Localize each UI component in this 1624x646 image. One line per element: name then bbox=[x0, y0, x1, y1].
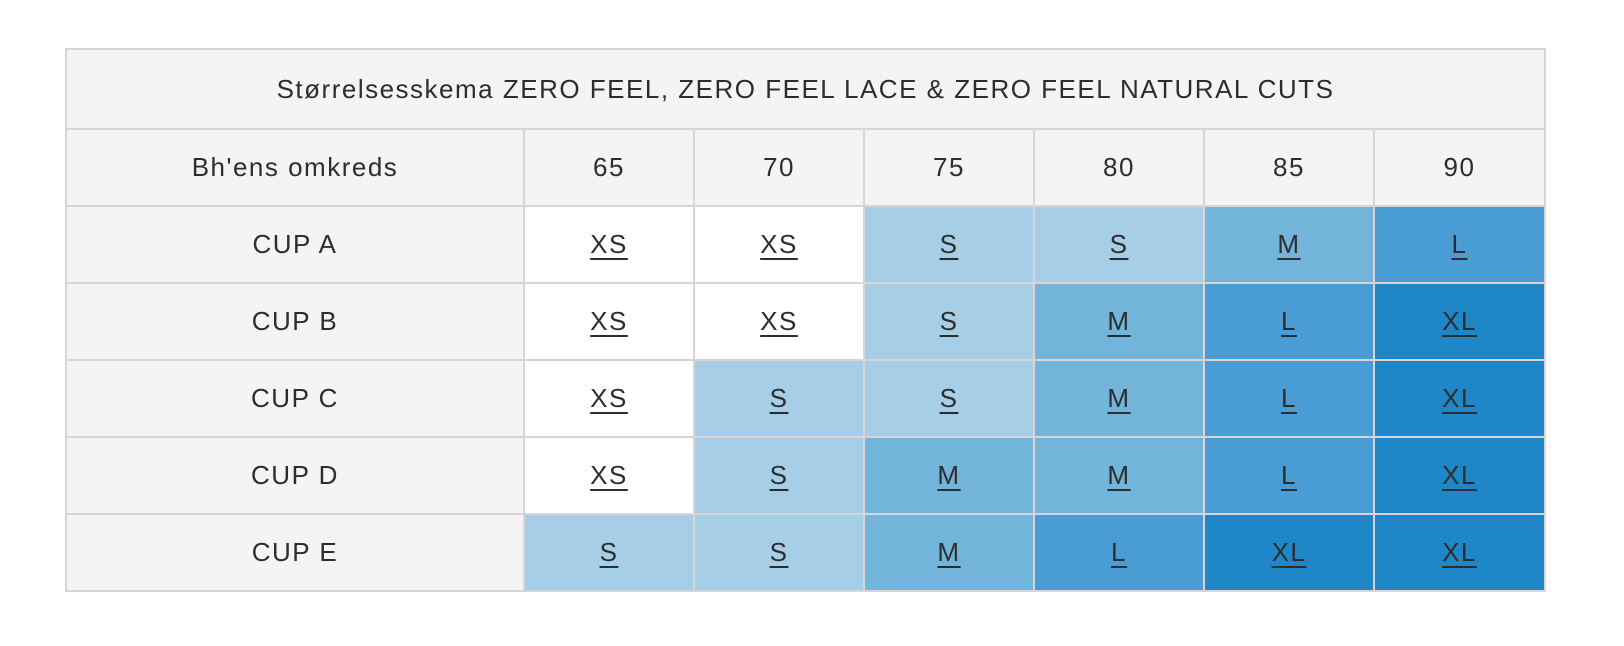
size-link[interactable]: L bbox=[1451, 229, 1468, 259]
size-link[interactable]: XS bbox=[590, 383, 628, 413]
size-link[interactable]: S bbox=[769, 460, 789, 490]
size-link[interactable]: L bbox=[1281, 383, 1297, 413]
size-cell: XL bbox=[1372, 513, 1547, 592]
size-link[interactable]: XL bbox=[1271, 537, 1307, 567]
size-cell: S bbox=[523, 513, 695, 592]
row-label: CUP B bbox=[65, 282, 525, 361]
column-header-85: 85 bbox=[1203, 128, 1375, 207]
size-cell: XS bbox=[693, 282, 865, 361]
size-link[interactable]: XL bbox=[1442, 306, 1477, 336]
size-link[interactable]: S bbox=[939, 306, 959, 336]
size-cell: S bbox=[863, 205, 1035, 284]
size-cell: XL bbox=[1203, 513, 1375, 592]
size-link[interactable]: L bbox=[1281, 460, 1297, 490]
table-row: CUP A XS XS S S M L bbox=[65, 205, 1547, 284]
size-link[interactable]: M bbox=[1107, 383, 1131, 413]
size-cell: S bbox=[693, 513, 865, 592]
size-table-body: CUP A XS XS S S M L CUP B XS XS S M L XL CUP C XS S S M L XL… bbox=[65, 205, 1547, 592]
size-link[interactable]: L bbox=[1111, 537, 1127, 567]
table-row: CUP C XS S S M L XL bbox=[65, 359, 1547, 438]
size-cell: XL bbox=[1372, 436, 1547, 515]
row-label: CUP E bbox=[65, 513, 525, 592]
header-label: Bh'ens omkreds bbox=[65, 128, 525, 207]
size-cell: M bbox=[1203, 205, 1375, 284]
size-cell: S bbox=[1033, 205, 1205, 284]
row-label: CUP A bbox=[65, 205, 525, 284]
size-cell: L bbox=[1033, 513, 1205, 592]
row-label: CUP C bbox=[65, 359, 525, 438]
size-cell: L bbox=[1203, 359, 1375, 438]
size-cell: M bbox=[863, 513, 1035, 592]
size-cell: L bbox=[1372, 205, 1547, 284]
size-cell: XS bbox=[523, 205, 695, 284]
size-link[interactable]: XS bbox=[590, 229, 628, 259]
header-row: Bh'ens omkreds 65 70 75 80 85 90 bbox=[65, 128, 1547, 207]
column-header-70: 70 bbox=[693, 128, 865, 207]
size-link[interactable]: XS bbox=[590, 460, 628, 490]
size-link[interactable]: S bbox=[1109, 229, 1129, 259]
size-link[interactable]: M bbox=[1107, 460, 1131, 490]
size-link[interactable]: M bbox=[1277, 229, 1301, 259]
size-link[interactable]: M bbox=[1107, 306, 1131, 336]
size-cell: XL bbox=[1372, 359, 1547, 438]
size-cell: S bbox=[693, 359, 865, 438]
size-cell: S bbox=[863, 359, 1035, 438]
column-header-90: 90 bbox=[1372, 128, 1547, 207]
size-link[interactable]: S bbox=[769, 383, 789, 413]
size-cell: M bbox=[1033, 359, 1205, 438]
size-link[interactable]: S bbox=[939, 229, 959, 259]
size-cell: XS bbox=[523, 359, 695, 438]
table-row: CUP D XS S M M L XL bbox=[65, 436, 1547, 515]
size-chart-table: Størrelsesskema ZERO FEEL, ZERO FEEL LAC… bbox=[64, 48, 1547, 592]
size-cell: XS bbox=[523, 436, 695, 515]
size-cell: L bbox=[1203, 436, 1375, 515]
size-link[interactable]: XL bbox=[1442, 537, 1477, 567]
column-header-65: 65 bbox=[523, 128, 695, 207]
size-cell: L bbox=[1203, 282, 1375, 361]
row-label: CUP D bbox=[65, 436, 525, 515]
size-cell: XL bbox=[1372, 282, 1547, 361]
table-title: Størrelsesskema ZERO FEEL, ZERO FEEL LAC… bbox=[64, 48, 1547, 130]
size-cell: XS bbox=[693, 205, 865, 284]
title-row: Størrelsesskema ZERO FEEL, ZERO FEEL LAC… bbox=[64, 48, 1547, 130]
size-cell: M bbox=[1033, 282, 1205, 361]
size-link[interactable]: XL bbox=[1442, 383, 1477, 413]
size-cell: S bbox=[693, 436, 865, 515]
size-link[interactable]: L bbox=[1281, 306, 1297, 336]
table-row: CUP B XS XS S M L XL bbox=[65, 282, 1547, 361]
size-link[interactable]: S bbox=[939, 383, 959, 413]
size-link[interactable]: M bbox=[937, 460, 961, 490]
column-header-75: 75 bbox=[863, 128, 1035, 207]
size-link[interactable]: XS bbox=[590, 306, 628, 336]
size-cell: S bbox=[863, 282, 1035, 361]
table-row: CUP E S S M L XL XL bbox=[65, 513, 1547, 592]
size-link[interactable]: XL bbox=[1442, 460, 1477, 490]
size-cell: M bbox=[1033, 436, 1205, 515]
size-link[interactable]: XS bbox=[760, 306, 798, 336]
size-cell: XS bbox=[523, 282, 695, 361]
column-header-80: 80 bbox=[1033, 128, 1205, 207]
size-link[interactable]: M bbox=[937, 537, 961, 567]
size-link[interactable]: S bbox=[769, 537, 789, 567]
size-link[interactable]: S bbox=[599, 537, 619, 567]
size-cell: M bbox=[863, 436, 1035, 515]
size-link[interactable]: XS bbox=[760, 229, 798, 259]
